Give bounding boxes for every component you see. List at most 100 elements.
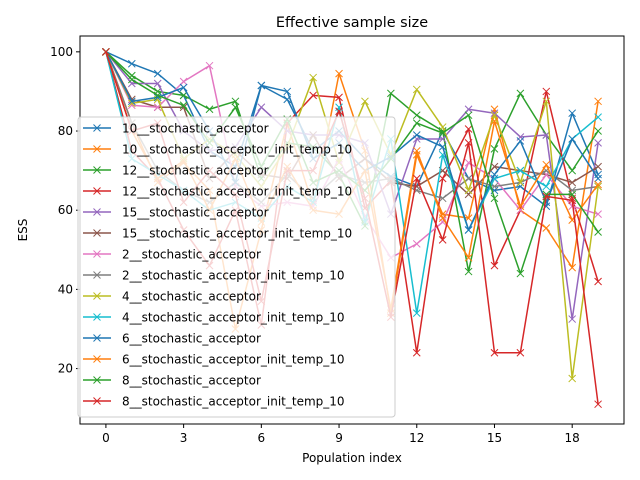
- legend-item: 4__stochastic_acceptor: [83, 290, 261, 304]
- data-point: [179, 77, 188, 86]
- data-point: [464, 105, 473, 114]
- data-point: [335, 107, 343, 116]
- x-tick-label: 9: [335, 431, 343, 445]
- legend-label: 4__stochastic_acceptor: [122, 290, 261, 304]
- data-point: [594, 127, 602, 135]
- x-tick-label: 0: [102, 431, 110, 445]
- data-point: [438, 143, 447, 151]
- data-point: [335, 69, 343, 78]
- data-point: [464, 186, 473, 195]
- data-point: [516, 137, 525, 145]
- x-axis-label: Population index: [302, 451, 402, 465]
- data-point: [594, 400, 602, 409]
- legend-label: 15__stochastic_acceptor: [122, 206, 269, 220]
- data-point: [205, 61, 214, 70]
- legend-item: 2__stochastic_acceptor: [83, 248, 261, 262]
- data-point: [464, 267, 473, 276]
- legend-swatch-marker: [93, 229, 101, 237]
- y-tick-label: 20: [58, 362, 73, 376]
- y-tick-label: 40: [58, 282, 73, 296]
- data-point: [464, 190, 473, 199]
- legend-item: 8__stochastic_acceptor: [83, 374, 261, 388]
- data-point: [153, 69, 162, 78]
- data-point: [464, 174, 473, 183]
- data-point: [594, 180, 602, 189]
- data-point: [516, 89, 525, 98]
- data-point: [594, 174, 602, 183]
- legend-item: 2__stochastic_acceptor_init_temp_10: [83, 269, 345, 283]
- data-point: [516, 182, 525, 191]
- legend-item: 10__stochastic_acceptor_init_temp_10: [83, 143, 352, 157]
- legend-item: 12__stochastic_acceptor: [83, 164, 269, 178]
- data-point: [516, 206, 525, 215]
- data-point: [412, 85, 421, 94]
- data-point: [542, 224, 551, 232]
- legend-swatch-marker: [93, 250, 101, 258]
- data-point: [412, 174, 421, 183]
- data-point: [438, 135, 447, 143]
- data-point: [438, 214, 447, 222]
- legend-item: 6__stochastic_acceptor: [83, 332, 261, 346]
- legend-swatch-marker: [93, 208, 101, 216]
- data-point: [153, 79, 162, 88]
- data-point: [516, 178, 525, 187]
- data-point: [257, 81, 266, 90]
- y-tick-label: 60: [58, 203, 73, 217]
- data-point: [412, 119, 421, 127]
- data-point: [594, 113, 602, 122]
- data-point: [438, 194, 447, 203]
- data-point: [464, 139, 473, 147]
- legend-swatch-marker: [93, 313, 101, 321]
- data-point: [594, 97, 602, 106]
- data-point: [542, 87, 551, 96]
- data-point: [568, 135, 577, 143]
- x-tick-label: 12: [409, 431, 424, 445]
- legend-item: 4__stochastic_acceptor_init_temp_10: [83, 311, 345, 325]
- data-point: [542, 182, 551, 191]
- data-point: [490, 105, 499, 114]
- data-point: [568, 190, 577, 199]
- data-point: [231, 97, 240, 106]
- data-point: [490, 109, 499, 118]
- data-point: [542, 192, 551, 201]
- legend-label: 6__stochastic_acceptor_init_temp_10: [122, 353, 345, 367]
- data-point: [412, 131, 421, 139]
- data-point: [568, 109, 577, 118]
- legend-label: 6__stochastic_acceptor: [122, 332, 261, 346]
- legend-box: [77, 116, 396, 418]
- legend-label: 10__stochastic_acceptor_init_temp_10: [122, 143, 352, 157]
- legend-item: 12__stochastic_acceptor_init_temp_10: [83, 185, 352, 199]
- data-point: [568, 263, 577, 272]
- data-point: [309, 73, 317, 82]
- legend-swatch-marker: [93, 145, 101, 153]
- data-point: [412, 240, 421, 248]
- legend-label: 8__stochastic_acceptor_init_temp_10: [122, 395, 345, 409]
- data-point: [412, 348, 421, 357]
- legend-swatch-marker: [93, 166, 101, 174]
- legend-swatch-marker: [93, 355, 101, 363]
- data-point: [490, 194, 499, 203]
- data-point: [179, 101, 188, 110]
- legend-label: 2__stochastic_acceptor: [122, 248, 261, 262]
- data-point: [153, 93, 162, 102]
- data-point: [387, 89, 395, 98]
- data-point: [179, 83, 188, 92]
- data-point: [490, 261, 499, 270]
- data-point: [361, 97, 369, 106]
- legend-label: 4__stochastic_acceptor_init_temp_10: [122, 311, 345, 325]
- data-point: [490, 117, 499, 125]
- legend-item: 10__stochastic_acceptor: [83, 122, 269, 136]
- data-point: [438, 123, 447, 131]
- data-point: [594, 210, 602, 219]
- y-axis-label: ESS: [16, 219, 30, 242]
- legend-label: 15__stochastic_acceptor_init_temp_10: [122, 227, 352, 241]
- legend-swatch-marker: [93, 397, 101, 405]
- x-tick-label: 3: [180, 431, 188, 445]
- data-point: [309, 91, 317, 100]
- data-point: [127, 59, 136, 68]
- data-point: [594, 162, 602, 171]
- data-point: [438, 129, 447, 137]
- data-point: [412, 146, 421, 155]
- data-point: [464, 226, 473, 234]
